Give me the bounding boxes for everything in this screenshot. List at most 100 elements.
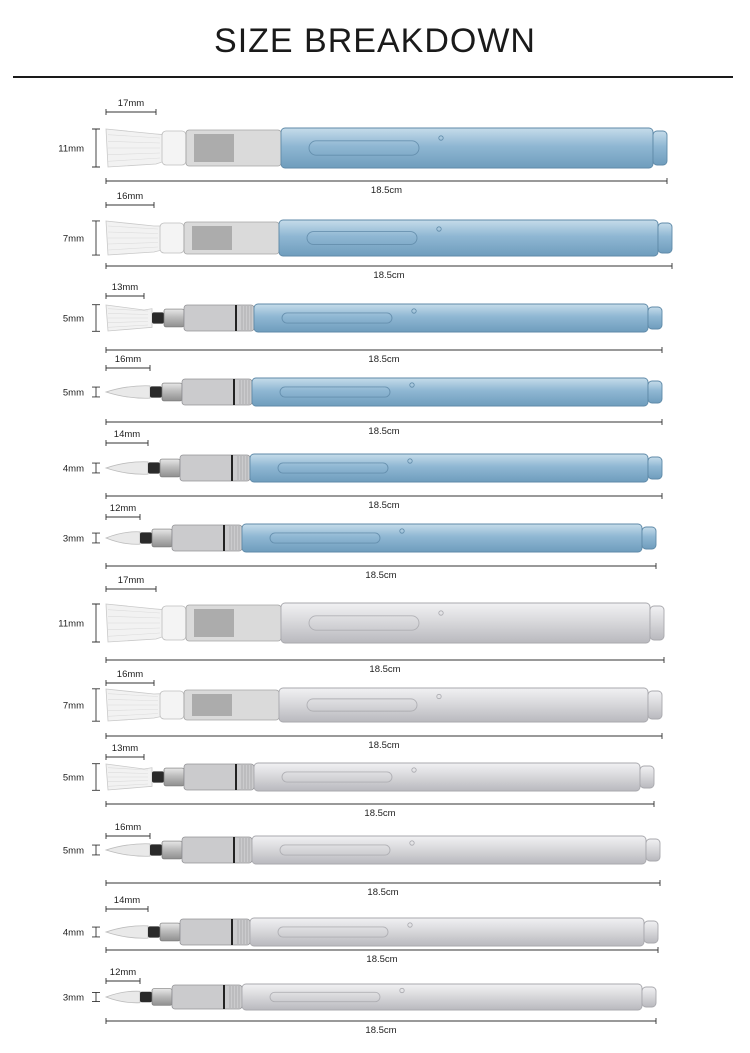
length-dimension (105, 880, 661, 886)
metal-collar (159, 922, 181, 942)
metal-collar (151, 988, 173, 1006)
barrel (280, 127, 654, 169)
tip-length-dimension (105, 833, 151, 839)
length-dimension (105, 419, 663, 425)
brush-row (92, 906, 659, 953)
bristle-tip (104, 531, 141, 545)
width-bracket (92, 926, 100, 938)
brush-width-label: 3mm (63, 534, 84, 545)
end-cap (647, 306, 663, 330)
brush-length-label: 18.5cm (365, 570, 396, 581)
brush-width-label: 11mm (58, 619, 84, 630)
brush-length-label: 18.5cm (373, 270, 404, 281)
width-bracket (92, 603, 100, 643)
tip-length-dimension (105, 514, 141, 520)
end-cap (647, 380, 663, 404)
metal-collar (159, 458, 181, 478)
ferrule (150, 386, 162, 398)
tip-length-label: 13mm (112, 282, 138, 293)
brush-length-label: 18.5cm (368, 500, 399, 511)
end-cap (645, 838, 661, 862)
barrel-slot (306, 698, 418, 712)
width-bracket (92, 304, 100, 332)
brush-width-label: 5mm (63, 773, 84, 784)
tip-length-label: 17mm (118, 98, 144, 109)
metal-collar (163, 767, 185, 787)
ferrule (148, 462, 160, 474)
barrel-slot (281, 771, 393, 783)
width-bracket (92, 386, 100, 398)
tip-length-dimension (105, 293, 145, 299)
bristle-tip (104, 461, 149, 475)
length-dimension (105, 733, 663, 739)
barrel-slot (308, 140, 420, 156)
width-bracket (92, 128, 100, 168)
width-bracket (92, 992, 100, 1002)
grip-section (181, 378, 253, 406)
tip-length-label: 12mm (110, 503, 136, 514)
ferrule (159, 222, 185, 254)
brush-width-label: 4mm (63, 928, 84, 939)
brush-width-label: 11mm (58, 144, 84, 155)
brush-row (92, 293, 663, 353)
brush-width-label: 5mm (63, 388, 84, 399)
brush-width-label: 5mm (63, 846, 84, 857)
ferrule (140, 991, 152, 1003)
brush-length-label: 18.5cm (368, 740, 399, 751)
grip-section (179, 918, 251, 946)
brush-length-label: 18.5cm (364, 808, 395, 819)
ferrule (140, 532, 152, 544)
tip-length-label: 13mm (112, 743, 138, 754)
brush-length-label: 18.5cm (366, 954, 397, 965)
barrel (251, 377, 649, 407)
end-cap (639, 765, 655, 789)
length-dimension (105, 657, 665, 663)
tip-length-dimension (105, 680, 155, 686)
metal-collar (161, 382, 183, 402)
page-title: SIZE BREAKDOWN (214, 22, 536, 60)
bristle-tip (104, 385, 151, 399)
end-cap (647, 456, 663, 480)
length-dimension (105, 263, 673, 269)
barrel (253, 762, 641, 792)
grip-section (171, 984, 243, 1010)
tip-length-dimension (105, 906, 149, 912)
brush-row (92, 514, 657, 569)
width-bracket (92, 532, 100, 544)
tip-length-dimension (105, 978, 141, 984)
brush-width-label: 4mm (63, 464, 84, 475)
tip-length-label: 14mm (114, 429, 140, 440)
brush-row (92, 586, 665, 663)
barrel (249, 917, 645, 947)
grip-section (183, 763, 255, 791)
barrel (253, 303, 649, 333)
tip-length-dimension (105, 754, 145, 760)
length-dimension (105, 493, 663, 499)
brush-width-label: 3mm (63, 993, 84, 1004)
title-divider (13, 76, 733, 78)
barrel-slot (308, 615, 420, 631)
barrel (241, 523, 643, 553)
brush-length-label: 18.5cm (367, 887, 398, 898)
end-cap (652, 130, 668, 166)
ferrule (152, 312, 164, 324)
brush-row (92, 109, 668, 184)
brush-length-label: 18.5cm (368, 426, 399, 437)
barrel-slot (269, 991, 381, 1003)
ferrule (152, 771, 164, 783)
length-dimension (105, 347, 663, 353)
ferrule (161, 605, 187, 641)
brush-row (92, 365, 663, 425)
width-bracket (92, 220, 100, 256)
tip-length-label: 17mm (118, 575, 144, 586)
tip-length-dimension (105, 586, 157, 592)
ferrule (159, 690, 185, 720)
metal-collar (163, 308, 185, 328)
brush-width-label: 7mm (63, 234, 84, 245)
barrel (280, 602, 651, 644)
width-bracket (92, 688, 100, 722)
barrel-slot (277, 926, 389, 938)
grip-section (181, 836, 253, 864)
end-cap (641, 526, 657, 550)
length-dimension (105, 947, 659, 953)
